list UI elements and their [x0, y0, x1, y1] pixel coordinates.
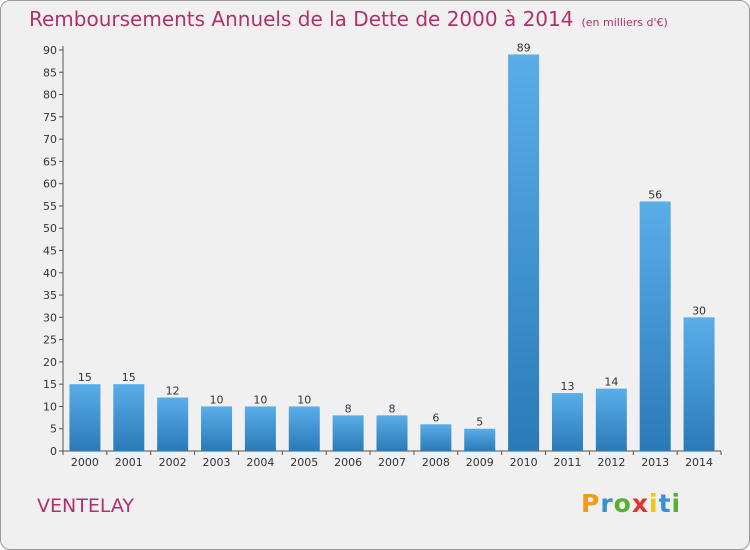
chart-bars [69, 54, 715, 451]
bar [113, 384, 145, 451]
data-label: 56 [648, 188, 662, 201]
x-tick-label: 2007 [378, 456, 406, 469]
logo-letter: o [613, 489, 632, 518]
x-tick-label: 2003 [203, 456, 231, 469]
data-label: 89 [517, 41, 531, 54]
bar [595, 388, 627, 451]
bar [551, 393, 583, 451]
bar [201, 406, 233, 451]
bar [288, 406, 320, 451]
bar [332, 415, 364, 451]
y-tick-label: 60 [43, 178, 57, 191]
bar [376, 415, 408, 451]
data-label: 8 [389, 402, 396, 415]
logo-letter: i [649, 489, 659, 518]
logo-letter: t [658, 489, 672, 518]
y-tick-label: 40 [43, 267, 57, 280]
bar [420, 424, 452, 451]
x-tick-label: 2000 [71, 456, 99, 469]
bar [464, 428, 496, 451]
logo-letter: P [581, 489, 601, 518]
y-tick-label: 85 [43, 66, 57, 79]
logo-letter: r [600, 489, 614, 518]
data-label: 13 [560, 380, 574, 393]
data-label: 14 [604, 376, 618, 389]
y-tick-label: 55 [43, 200, 57, 213]
logo-letter: x [631, 489, 649, 518]
y-tick-label: 50 [43, 222, 57, 235]
data-label: 5 [476, 416, 483, 429]
x-tick-label: 2002 [159, 456, 187, 469]
y-tick-label: 70 [43, 133, 57, 146]
chart-title-text: Remboursements Annuels de la Dette de 20… [29, 7, 574, 31]
y-tick-label: 90 [43, 44, 57, 57]
x-tick-label: 2009 [466, 456, 494, 469]
x-tick-label: 2011 [553, 456, 581, 469]
x-tick-label: 2013 [641, 456, 669, 469]
x-tick-label: 2004 [246, 456, 274, 469]
y-tick-label: 30 [43, 311, 57, 324]
x-tick-label: 2001 [115, 456, 143, 469]
proxiti-logo: Proxiti [581, 489, 681, 518]
y-tick-label: 15 [43, 378, 57, 391]
data-label: 10 [253, 393, 267, 406]
commune-name: VENTELAY [37, 495, 134, 517]
data-label: 15 [122, 371, 136, 384]
y-tick-label: 20 [43, 356, 57, 369]
x-tick-label: 2006 [334, 456, 362, 469]
y-tick-label: 35 [43, 289, 57, 302]
bar [508, 54, 540, 451]
chart-title: Remboursements Annuels de la Dette de 20… [29, 7, 668, 31]
chart-subtitle: (en milliers d'€) [581, 16, 668, 29]
data-label: 6 [432, 411, 439, 424]
x-tick-label: 2008 [422, 456, 450, 469]
logo-letter: i [671, 489, 682, 518]
data-label: 10 [297, 393, 311, 406]
y-tick-label: 0 [50, 445, 57, 458]
data-label: 10 [210, 393, 224, 406]
bar [69, 384, 101, 451]
x-tick-label: 2005 [290, 456, 318, 469]
y-tick-label: 80 [43, 89, 57, 102]
data-label: 12 [166, 385, 180, 398]
bar [639, 201, 671, 451]
y-tick-label: 65 [43, 155, 57, 168]
y-tick-label: 5 [50, 423, 57, 436]
y-tick-label: 75 [43, 111, 57, 124]
y-tick-label: 25 [43, 334, 57, 347]
data-label: 30 [692, 304, 706, 317]
bar [157, 397, 189, 451]
x-tick-label: 2012 [597, 456, 625, 469]
data-label: 15 [78, 371, 92, 384]
chart-labels: 2000 15 2001 15 2002 12 2003 10 2004 10 2005 10 2006… [71, 41, 713, 469]
data-label: 8 [345, 402, 352, 415]
x-tick-label: 2014 [685, 456, 713, 469]
bar [683, 317, 715, 451]
y-tick-label: 10 [43, 400, 57, 413]
y-tick-label: 45 [43, 245, 57, 258]
bar [244, 406, 276, 451]
x-tick-label: 2010 [510, 456, 538, 469]
